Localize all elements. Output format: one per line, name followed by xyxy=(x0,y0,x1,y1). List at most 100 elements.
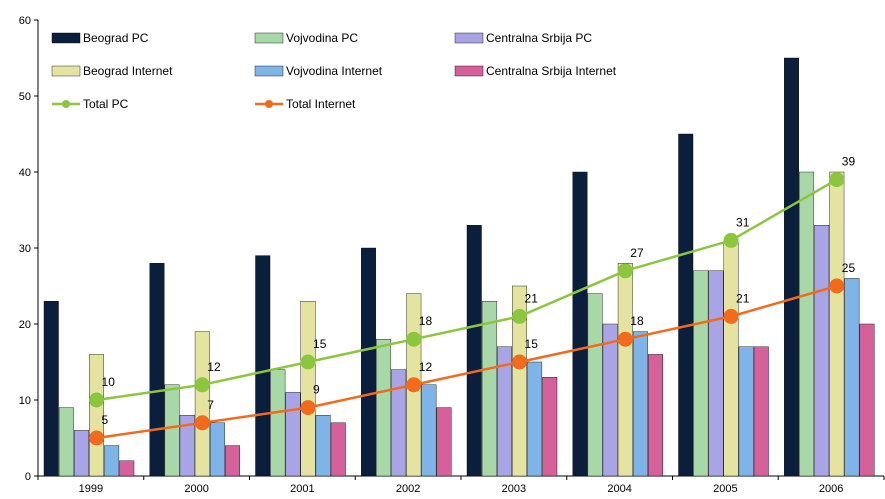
bar xyxy=(89,354,105,477)
bar xyxy=(225,445,240,477)
bar xyxy=(361,247,376,477)
bar xyxy=(829,171,845,477)
bar xyxy=(58,407,74,477)
data-label: 39 xyxy=(842,155,856,169)
x-tick-label: 2001 xyxy=(290,483,314,495)
bar xyxy=(315,415,331,477)
bar xyxy=(391,369,407,477)
x-tick-label: 2003 xyxy=(502,483,526,495)
line-point xyxy=(512,354,528,370)
bar xyxy=(43,301,59,477)
bar xyxy=(119,460,135,477)
legend-label: Beograd Internet xyxy=(83,64,173,78)
bar xyxy=(572,171,588,477)
bar xyxy=(632,331,648,477)
bar xyxy=(844,278,860,477)
data-label: 18 xyxy=(630,314,644,328)
line-point xyxy=(194,415,210,431)
legend-swatch xyxy=(51,32,81,44)
series-line xyxy=(96,284,838,440)
bar xyxy=(512,285,527,477)
bar xyxy=(285,392,301,477)
legend-marker xyxy=(62,100,70,108)
bar xyxy=(466,224,482,477)
data-label: 21 xyxy=(736,291,750,305)
y-tick-label: 40 xyxy=(19,167,31,179)
line-point xyxy=(194,377,210,393)
legend-label: Total Internet xyxy=(286,97,356,111)
bar xyxy=(617,263,633,477)
bar xyxy=(164,384,180,477)
x-tick-label: 2002 xyxy=(396,483,420,495)
y-tick-label: 60 xyxy=(19,15,31,27)
lines: 10 12 15 18 21 27 31 39 5 7 9 12 15 18 21 25 xyxy=(89,155,855,446)
series-line xyxy=(96,178,838,402)
bar xyxy=(436,407,452,477)
data-label: 25 xyxy=(842,261,856,275)
bar xyxy=(587,293,603,477)
bar xyxy=(693,270,709,477)
bar xyxy=(648,354,663,477)
line-point xyxy=(89,392,105,408)
data-label: 27 xyxy=(630,246,644,260)
legend-marker xyxy=(265,100,273,108)
bar xyxy=(330,422,346,477)
bar xyxy=(542,377,558,477)
bar xyxy=(738,346,754,477)
legend-label: Beograd PC xyxy=(83,31,149,45)
x-tick-label: 2005 xyxy=(713,483,737,495)
bar xyxy=(481,301,497,477)
legend-label: Vojvodina Internet xyxy=(286,64,383,78)
bar xyxy=(708,270,724,477)
bar xyxy=(602,323,618,477)
legend-label: Centralna Srbija Internet xyxy=(486,64,617,78)
data-label: 12 xyxy=(207,360,221,374)
line-point xyxy=(617,331,633,347)
data-label: 31 xyxy=(736,215,750,229)
data-label: 9 xyxy=(313,383,320,397)
bar xyxy=(300,301,316,477)
bar xyxy=(859,323,875,477)
data-label: 7 xyxy=(207,398,214,412)
data-label: 15 xyxy=(313,337,327,351)
y-tick-label: 20 xyxy=(19,319,31,331)
line-point xyxy=(829,278,845,294)
bar xyxy=(799,171,815,477)
bar xyxy=(179,415,195,477)
bar xyxy=(255,255,271,477)
y-tick-label: 50 xyxy=(19,91,31,103)
axes: 0 10 20 30 40 50 60 1999 2000 2001 2002 2003 2004 200… xyxy=(19,15,885,495)
legend-swatch xyxy=(254,65,284,77)
legend-label: Total PC xyxy=(83,97,129,111)
data-label: 21 xyxy=(525,291,539,305)
line-point xyxy=(617,263,633,279)
legend-label: Vojvodina PC xyxy=(286,31,358,45)
legend-swatch xyxy=(454,32,484,44)
bar xyxy=(723,240,739,477)
bars xyxy=(43,57,875,477)
bar xyxy=(784,57,799,477)
legend: Beograd PC Vojvodina PC Centralna Srbija P… xyxy=(51,31,617,111)
data-label: 18 xyxy=(419,314,433,328)
bar xyxy=(104,445,120,477)
y-tick-label: 0 xyxy=(25,471,31,483)
legend-swatch xyxy=(454,65,484,77)
bar xyxy=(678,133,694,477)
line-point xyxy=(512,308,528,324)
data-label: 12 xyxy=(419,360,433,374)
x-tick-label: 1999 xyxy=(79,483,103,495)
y-tick-label: 10 xyxy=(19,395,31,407)
legend-label: Centralna Srbija PC xyxy=(486,31,592,45)
legend-swatch xyxy=(51,65,81,77)
x-tick-label: 2000 xyxy=(184,483,208,495)
line-point xyxy=(89,430,105,446)
bar xyxy=(73,430,89,477)
bar xyxy=(376,339,392,477)
bar xyxy=(497,346,512,477)
bar xyxy=(209,422,225,477)
bar xyxy=(527,361,543,477)
data-label: 5 xyxy=(102,413,109,427)
x-tick-label: 2006 xyxy=(819,483,843,495)
bar xyxy=(149,263,165,477)
bar xyxy=(270,369,286,477)
